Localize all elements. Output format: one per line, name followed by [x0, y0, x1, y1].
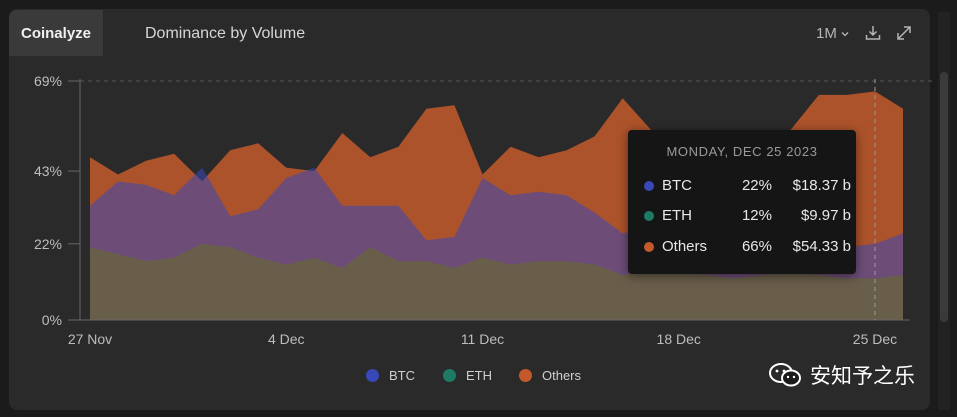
tooltip-series-name: Others	[662, 238, 708, 255]
chart-title: Dominance by Volume	[145, 25, 306, 42]
tooltip-series-value: $54.33 b	[792, 238, 851, 255]
x-tick-labels: 27 Nov 4 Dec 11 Dec 18 Dec 25 Dec	[68, 331, 897, 347]
y-tick-label: 0%	[42, 312, 62, 328]
tooltip-row-btc: BTC 22% $18.37 b	[644, 176, 851, 196]
download-icon[interactable]	[864, 24, 882, 42]
tooltip-series-value: $9.97 b	[800, 207, 851, 224]
tooltip-row-eth: ETH 12% $9.97 b	[644, 206, 851, 226]
legend-item-others[interactable]: Others	[519, 368, 581, 383]
timeframe-selector[interactable]: 1M	[816, 25, 850, 42]
others-legend-dot-icon	[519, 369, 532, 382]
tooltip-series-pct: 66%	[741, 238, 772, 255]
watermark-text: 安知予之乐	[810, 365, 915, 388]
tooltip-date: MONDAY, DEC 25 2023	[666, 144, 818, 159]
legend-label: Others	[542, 368, 582, 383]
brand-tab[interactable]: Coinalyze	[9, 10, 103, 56]
tooltip-series-pct: 12%	[741, 207, 772, 224]
tooltip-series-name: ETH	[662, 207, 692, 224]
y-tick-label: 43%	[34, 163, 62, 179]
legend-label: BTC	[389, 368, 415, 383]
x-tick-label: 25 Dec	[853, 331, 897, 347]
x-tick-label: 27 Nov	[68, 331, 112, 347]
x-tick-label: 4 Dec	[268, 331, 305, 347]
tooltip-series-pct: 22%	[741, 177, 772, 194]
tooltip-row-others: Others 66% $54.33 b	[644, 237, 851, 257]
btc-legend-dot-icon	[366, 369, 379, 382]
tooltip: MONDAY, DEC 25 2023 BTC 22% $18.37 b ETH…	[628, 130, 856, 274]
timeframe-label: 1M	[816, 25, 837, 42]
eth-legend-dot-icon	[443, 369, 456, 382]
tooltip-series-value: $18.37 b	[792, 177, 851, 194]
chevron-down-icon	[841, 31, 849, 36]
scrollbar[interactable]	[938, 12, 950, 410]
legend-item-btc[interactable]: BTC	[366, 368, 415, 383]
y-tick-label: 69%	[34, 73, 62, 89]
scrollbar-thumb[interactable]	[940, 72, 948, 322]
btc-dot-icon	[644, 181, 654, 191]
y-tick-labels: 0% 22% 43% 69%	[34, 73, 80, 328]
wechat-icon	[769, 363, 801, 387]
legend-item-eth[interactable]: ETH	[443, 368, 492, 383]
axes	[68, 79, 910, 321]
expand-icon[interactable]	[895, 24, 913, 42]
eth-dot-icon	[644, 211, 654, 221]
legend-label: ETH	[466, 368, 492, 383]
series-area-eth-tint	[90, 243, 903, 320]
x-tick-label: 11 Dec	[461, 331, 504, 347]
x-tick-label: 18 Dec	[657, 331, 701, 347]
watermark: 安知予之乐	[768, 360, 915, 390]
y-tick-label: 22%	[34, 236, 62, 252]
tooltip-series-name: BTC	[662, 177, 692, 194]
others-dot-icon	[644, 242, 654, 252]
